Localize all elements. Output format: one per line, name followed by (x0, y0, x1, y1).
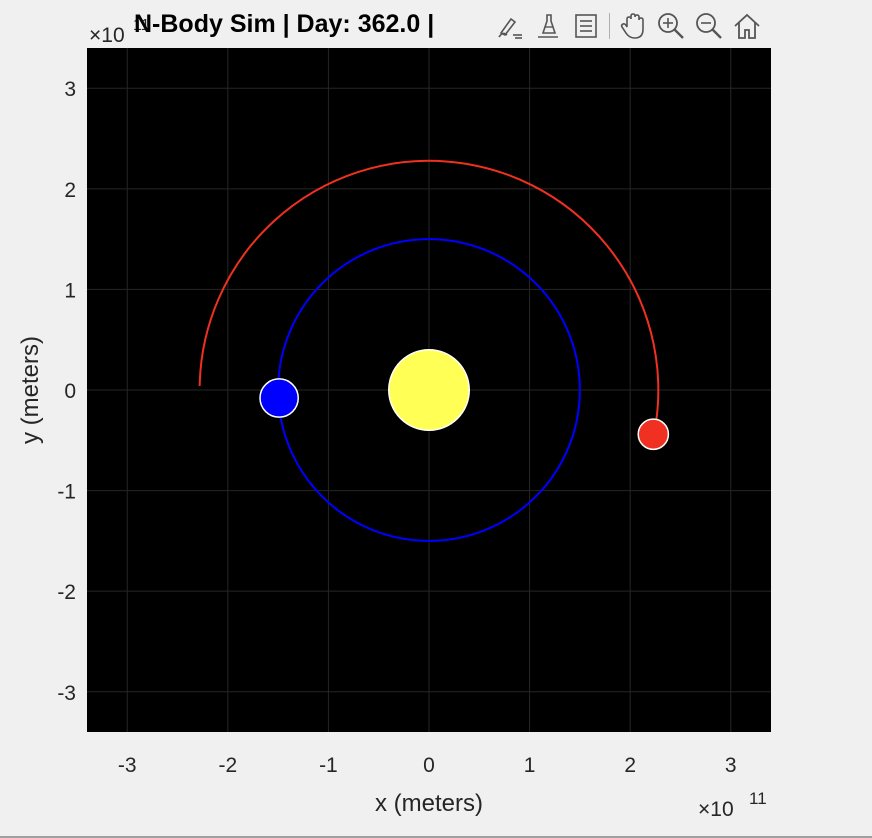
y-exponent-base: ×10 (89, 24, 125, 47)
y-tick-label: -2 (57, 581, 76, 604)
x-tick-label: 2 (624, 754, 636, 777)
pan-icon (620, 13, 644, 39)
axes-toolbar (488, 6, 769, 46)
x-exponent-power: 11 (749, 789, 767, 808)
body-0 (388, 349, 470, 431)
x-tick-label: 1 (524, 754, 536, 777)
zoom-out-button[interactable] (691, 8, 727, 44)
x-exponent: ×10 11 (698, 789, 767, 821)
zoom-in-button[interactable] (653, 8, 689, 44)
x-tick-label: 3 (725, 754, 737, 777)
x-tick-label: -2 (218, 754, 237, 777)
home-icon (734, 13, 760, 39)
y-tick-labels: -3 -2 -1 0 1 2 3 (57, 78, 76, 705)
bodies (259, 349, 670, 451)
y-tick-label: 2 (64, 179, 76, 202)
y-tick-label: -3 (57, 682, 76, 705)
x-tick-label: -3 (118, 754, 137, 777)
legend-icon (575, 14, 597, 38)
y-tick-label: -1 (57, 481, 76, 504)
orbit-trail-1 (198, 159, 660, 421)
legend-button[interactable] (568, 8, 604, 44)
y-axis-label: y (meters) (17, 336, 44, 444)
x-tick-label: -1 (319, 754, 338, 777)
x-tick-labels: -3 -2 -1 0 1 2 3 (118, 754, 737, 777)
body-2 (637, 418, 670, 451)
brush-button[interactable] (492, 8, 528, 44)
y-exponent: ×10 11 (89, 17, 150, 47)
y-tick-label: 3 (64, 78, 76, 101)
pan-button[interactable] (615, 8, 651, 44)
x-tick-label: 0 (423, 754, 435, 777)
x-exponent-base: ×10 (698, 798, 734, 821)
data-tips-icon (538, 14, 558, 38)
y-exponent-power: 11 (133, 17, 150, 34)
toolbar-separator (609, 13, 610, 39)
window-bottom-border (0, 836, 872, 838)
home-button[interactable] (729, 8, 765, 44)
y-tick-label: 1 (64, 279, 76, 302)
zoom-out-icon (696, 13, 722, 39)
body-1 (259, 378, 299, 418)
figure-title: N-Body Sim | Day: 362.0 | (134, 10, 434, 38)
zoom-in-icon (658, 13, 684, 39)
data-tips-button[interactable] (530, 8, 566, 44)
y-tick-label: 0 (64, 380, 76, 403)
x-axis-label: x (meters) (375, 790, 483, 817)
brush-icon (498, 17, 522, 39)
